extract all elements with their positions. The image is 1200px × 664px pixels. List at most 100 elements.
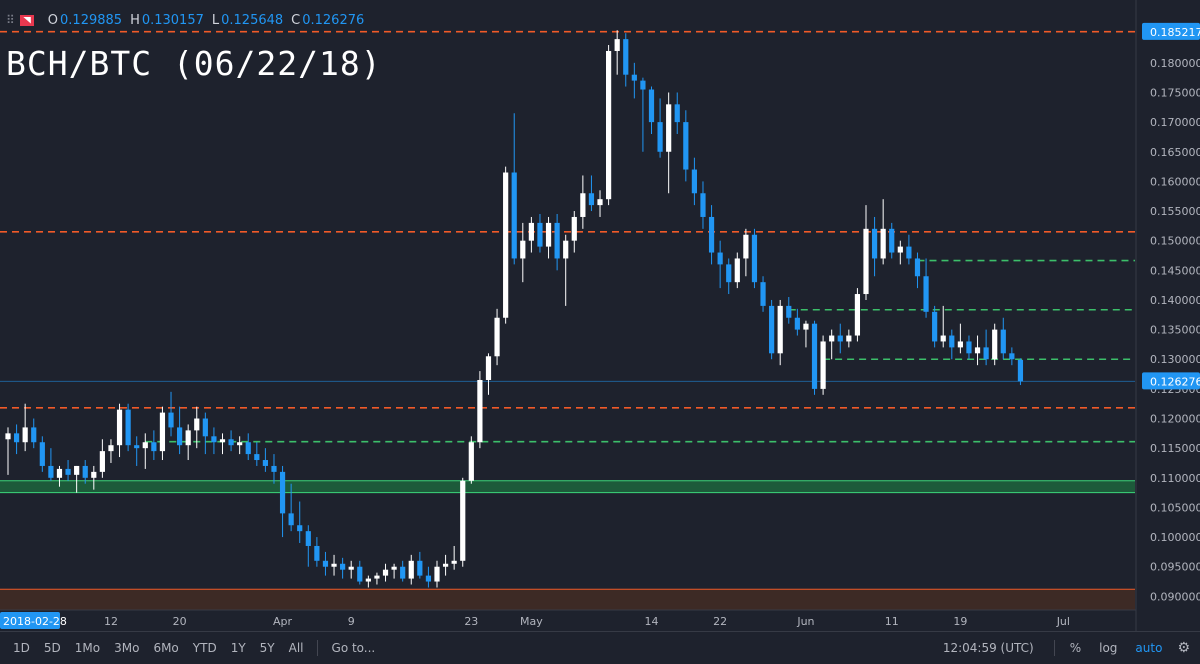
candle[interactable] — [897, 240, 903, 265]
candle[interactable] — [563, 234, 569, 306]
log-toggle[interactable]: log — [1099, 641, 1118, 655]
candle[interactable] — [966, 335, 972, 360]
candle[interactable] — [760, 276, 766, 312]
candle[interactable] — [254, 442, 260, 466]
candle[interactable] — [880, 199, 886, 265]
candle[interactable] — [588, 175, 595, 212]
candle[interactable] — [932, 305, 938, 348]
candle[interactable] — [666, 92, 672, 194]
candle[interactable] — [597, 190, 603, 217]
candle[interactable] — [151, 430, 157, 461]
candle[interactable] — [400, 560, 406, 582]
clock-time[interactable]: 12:04:59 (UTC) — [942, 641, 1034, 655]
candle[interactable] — [794, 308, 800, 336]
candle[interactable] — [503, 166, 509, 324]
candle[interactable] — [528, 216, 534, 253]
candle[interactable] — [811, 320, 818, 395]
candle[interactable] — [322, 551, 329, 576]
candle[interactable] — [31, 418, 37, 449]
candle[interactable] — [99, 439, 105, 478]
candle[interactable] — [820, 335, 826, 395]
candle[interactable] — [683, 110, 689, 182]
candle[interactable] — [202, 412, 208, 455]
candle[interactable] — [5, 427, 11, 475]
candle[interactable] — [511, 113, 517, 265]
candle[interactable] — [374, 572, 380, 585]
candle[interactable] — [142, 433, 148, 469]
range-5d[interactable]: 5D — [43, 641, 61, 655]
range-ytd[interactable]: YTD — [192, 641, 217, 655]
candle[interactable] — [348, 560, 354, 579]
candle[interactable] — [803, 320, 809, 348]
candle[interactable] — [159, 406, 166, 461]
candle[interactable] — [751, 228, 758, 289]
range-1y[interactable]: 1Y — [230, 641, 246, 655]
candle[interactable] — [425, 566, 432, 588]
candle[interactable] — [854, 288, 861, 342]
candle[interactable] — [777, 299, 783, 366]
candle[interactable] — [571, 211, 577, 253]
candle[interactable] — [219, 433, 226, 455]
candle[interactable] — [108, 439, 114, 463]
time-axis[interactable]: 2018-02-28 12 20 Apr 9 23 May 14 22 Jun 11 19 Jul — [0, 609, 1136, 629]
candle[interactable] — [288, 483, 294, 532]
percent-toggle[interactable]: % — [1069, 641, 1082, 655]
range-3mo[interactable]: 3Mo — [114, 641, 140, 655]
candle[interactable] — [331, 554, 337, 576]
candle[interactable] — [211, 427, 217, 455]
candle[interactable] — [56, 465, 63, 487]
candle[interactable] — [391, 563, 397, 579]
candle[interactable] — [494, 308, 500, 366]
range-1mo[interactable]: 1Mo — [74, 641, 101, 655]
candle[interactable] — [228, 430, 234, 452]
candle[interactable] — [237, 436, 243, 455]
candle[interactable] — [185, 424, 191, 461]
candle[interactable] — [314, 537, 320, 567]
candle[interactable] — [983, 329, 989, 366]
candle[interactable] — [786, 296, 792, 324]
candle[interactable] — [460, 477, 466, 567]
candle[interactable] — [1000, 317, 1006, 360]
candle[interactable] — [923, 258, 929, 318]
candle[interactable] — [837, 323, 843, 354]
candle[interactable] — [451, 545, 457, 570]
candle[interactable] — [134, 436, 140, 466]
candle[interactable] — [39, 436, 45, 472]
candle[interactable] — [829, 329, 835, 360]
range-all[interactable]: All — [288, 641, 304, 655]
candle[interactable] — [177, 406, 183, 455]
candle[interactable] — [871, 216, 878, 277]
candle[interactable] — [271, 454, 277, 484]
candle[interactable] — [1009, 347, 1015, 366]
candle[interactable] — [648, 86, 655, 134]
candle[interactable] — [477, 371, 483, 449]
candle[interactable] — [717, 240, 723, 289]
candle[interactable] — [245, 433, 251, 461]
auto-toggle[interactable]: auto — [1135, 641, 1163, 655]
candle[interactable] — [914, 252, 921, 289]
candle[interactable] — [700, 181, 706, 229]
range-1d[interactable]: 1D — [13, 641, 30, 655]
candle[interactable] — [297, 501, 303, 544]
candle[interactable] — [940, 305, 946, 348]
candle[interactable] — [974, 335, 981, 366]
candle[interactable] — [382, 563, 389, 582]
candle[interactable] — [640, 77, 646, 152]
candle[interactable] — [606, 45, 612, 206]
price-axis[interactable]: 0.1850000.1800000.1750000.1700000.165000… — [1135, 0, 1200, 631]
candle[interactable] — [537, 214, 543, 253]
candle[interactable] — [340, 557, 346, 579]
candle[interactable] — [631, 62, 637, 99]
candle[interactable] — [863, 205, 869, 300]
candle[interactable] — [726, 258, 732, 295]
candle[interactable] — [614, 30, 620, 75]
candle[interactable] — [743, 228, 749, 277]
candle[interactable] — [305, 525, 311, 567]
candle[interactable] — [65, 460, 71, 481]
gear-icon[interactable]: ⚙ — [1177, 640, 1190, 656]
candle[interactable] — [580, 175, 586, 229]
candle[interactable] — [13, 424, 20, 455]
candle[interactable] — [194, 406, 200, 449]
candle[interactable] — [906, 234, 912, 265]
candle[interactable] — [408, 554, 414, 585]
